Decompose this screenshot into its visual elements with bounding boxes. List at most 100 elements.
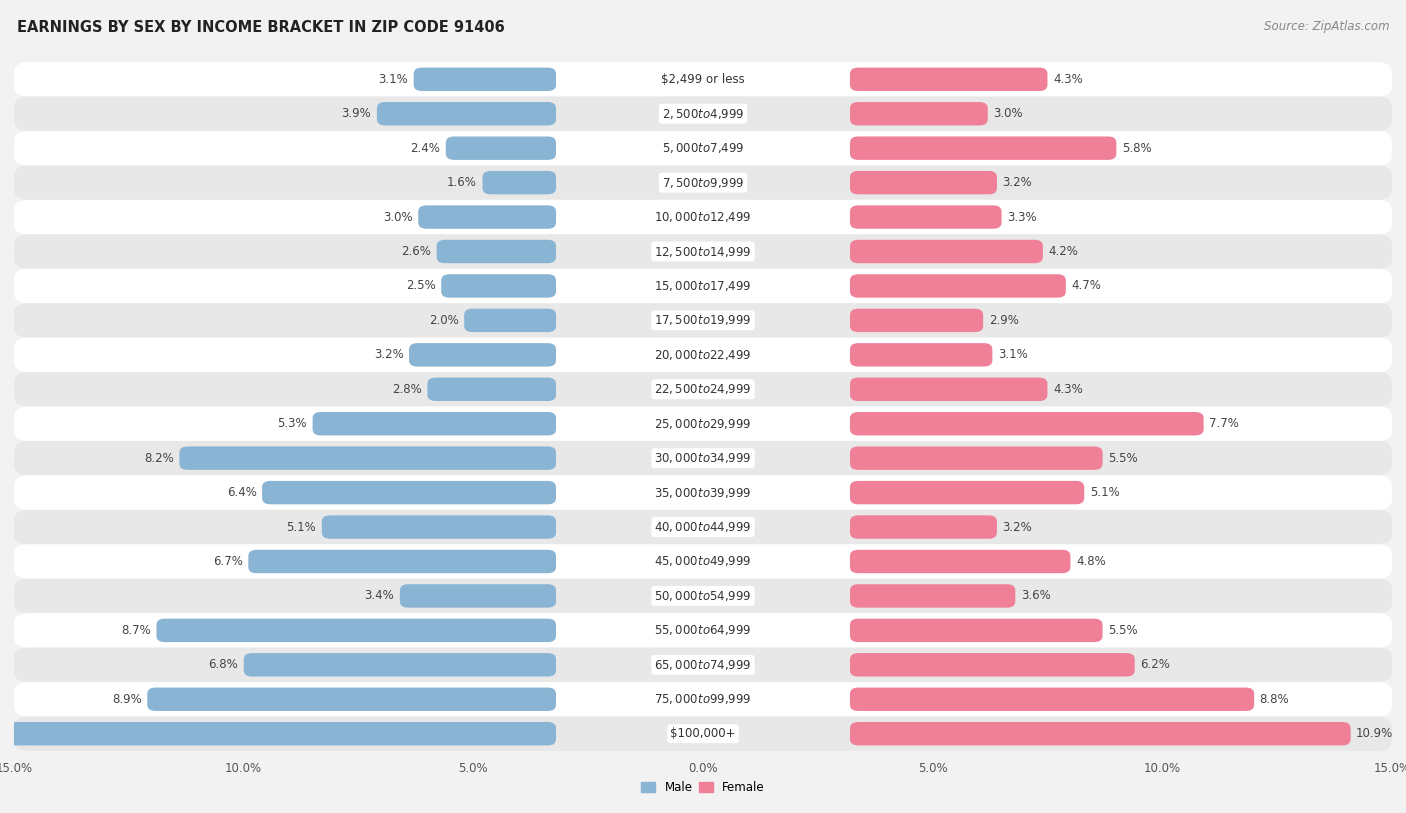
Text: $55,000 to $64,999: $55,000 to $64,999	[654, 624, 752, 637]
FancyBboxPatch shape	[262, 481, 555, 504]
Text: 5.5%: 5.5%	[1108, 624, 1137, 637]
FancyBboxPatch shape	[14, 269, 1392, 303]
Text: $40,000 to $44,999: $40,000 to $44,999	[654, 520, 752, 534]
Text: $17,500 to $19,999: $17,500 to $19,999	[654, 313, 752, 328]
Text: 8.9%: 8.9%	[112, 693, 142, 706]
FancyBboxPatch shape	[14, 200, 1392, 234]
FancyBboxPatch shape	[851, 550, 1070, 573]
FancyBboxPatch shape	[413, 67, 555, 91]
FancyBboxPatch shape	[14, 648, 1392, 682]
Text: 3.2%: 3.2%	[374, 348, 404, 361]
FancyBboxPatch shape	[14, 131, 1392, 165]
FancyBboxPatch shape	[427, 377, 555, 401]
FancyBboxPatch shape	[312, 412, 555, 436]
FancyBboxPatch shape	[851, 274, 1066, 298]
Text: $22,500 to $24,999: $22,500 to $24,999	[654, 382, 752, 396]
Text: EARNINGS BY SEX BY INCOME BRACKET IN ZIP CODE 91406: EARNINGS BY SEX BY INCOME BRACKET IN ZIP…	[17, 20, 505, 35]
FancyBboxPatch shape	[14, 406, 1392, 441]
FancyBboxPatch shape	[851, 67, 1047, 91]
Text: $2,499 or less: $2,499 or less	[661, 73, 745, 86]
Text: 4.8%: 4.8%	[1076, 555, 1105, 568]
Text: $10,000 to $12,499: $10,000 to $12,499	[654, 210, 752, 224]
Text: 5.3%: 5.3%	[277, 417, 307, 430]
Text: 3.4%: 3.4%	[364, 589, 394, 602]
Text: 6.4%: 6.4%	[226, 486, 256, 499]
FancyBboxPatch shape	[851, 481, 1084, 504]
Text: 8.2%: 8.2%	[145, 452, 174, 465]
Text: 3.0%: 3.0%	[382, 211, 413, 224]
Text: 4.3%: 4.3%	[1053, 73, 1083, 86]
FancyBboxPatch shape	[14, 62, 1392, 97]
Text: 2.0%: 2.0%	[429, 314, 458, 327]
Text: 3.2%: 3.2%	[1002, 520, 1032, 533]
Text: 2.9%: 2.9%	[988, 314, 1018, 327]
FancyBboxPatch shape	[851, 240, 1043, 263]
Text: 6.8%: 6.8%	[208, 659, 238, 672]
FancyBboxPatch shape	[446, 137, 555, 160]
FancyBboxPatch shape	[148, 688, 555, 711]
FancyBboxPatch shape	[851, 412, 1204, 436]
Text: 5.5%: 5.5%	[1108, 452, 1137, 465]
Text: $30,000 to $34,999: $30,000 to $34,999	[654, 451, 752, 465]
Text: $50,000 to $54,999: $50,000 to $54,999	[654, 589, 752, 603]
Text: 2.4%: 2.4%	[411, 141, 440, 154]
FancyBboxPatch shape	[851, 309, 983, 332]
FancyBboxPatch shape	[409, 343, 555, 367]
FancyBboxPatch shape	[14, 544, 1392, 579]
Text: $5,000 to $7,499: $5,000 to $7,499	[662, 141, 744, 155]
Text: $25,000 to $29,999: $25,000 to $29,999	[654, 417, 752, 431]
Text: 3.0%: 3.0%	[993, 107, 1024, 120]
FancyBboxPatch shape	[437, 240, 555, 263]
FancyBboxPatch shape	[377, 102, 555, 125]
Text: Source: ZipAtlas.com: Source: ZipAtlas.com	[1264, 20, 1389, 33]
FancyBboxPatch shape	[14, 303, 1392, 337]
Text: 6.7%: 6.7%	[212, 555, 243, 568]
FancyBboxPatch shape	[0, 722, 555, 746]
Text: 2.8%: 2.8%	[392, 383, 422, 396]
Text: $15,000 to $17,499: $15,000 to $17,499	[654, 279, 752, 293]
Text: $35,000 to $39,999: $35,000 to $39,999	[654, 485, 752, 500]
Text: 3.1%: 3.1%	[378, 73, 408, 86]
Text: 4.2%: 4.2%	[1049, 245, 1078, 258]
FancyBboxPatch shape	[249, 550, 555, 573]
Text: 3.9%: 3.9%	[342, 107, 371, 120]
FancyBboxPatch shape	[851, 377, 1047, 401]
FancyBboxPatch shape	[418, 206, 555, 228]
Text: 4.7%: 4.7%	[1071, 280, 1101, 293]
FancyBboxPatch shape	[851, 688, 1254, 711]
Text: 7.7%: 7.7%	[1209, 417, 1239, 430]
FancyBboxPatch shape	[851, 171, 997, 194]
Text: $20,000 to $22,499: $20,000 to $22,499	[654, 348, 752, 362]
FancyBboxPatch shape	[851, 653, 1135, 676]
FancyBboxPatch shape	[14, 510, 1392, 544]
FancyBboxPatch shape	[14, 441, 1392, 476]
FancyBboxPatch shape	[851, 343, 993, 367]
Text: $2,500 to $4,999: $2,500 to $4,999	[662, 107, 744, 121]
Text: 8.7%: 8.7%	[121, 624, 150, 637]
Text: 10.9%: 10.9%	[1357, 727, 1393, 740]
FancyBboxPatch shape	[851, 722, 1351, 746]
Text: $12,500 to $14,999: $12,500 to $14,999	[654, 245, 752, 259]
FancyBboxPatch shape	[441, 274, 555, 298]
FancyBboxPatch shape	[851, 619, 1102, 642]
FancyBboxPatch shape	[14, 476, 1392, 510]
Text: 3.2%: 3.2%	[1002, 176, 1032, 189]
Text: 5.1%: 5.1%	[287, 520, 316, 533]
FancyBboxPatch shape	[180, 446, 555, 470]
FancyBboxPatch shape	[14, 716, 1392, 751]
Text: 3.3%: 3.3%	[1007, 211, 1036, 224]
Legend: Male, Female: Male, Female	[637, 776, 769, 799]
FancyBboxPatch shape	[851, 515, 997, 539]
FancyBboxPatch shape	[851, 137, 1116, 160]
FancyBboxPatch shape	[14, 579, 1392, 613]
FancyBboxPatch shape	[851, 585, 1015, 607]
Text: $45,000 to $49,999: $45,000 to $49,999	[654, 554, 752, 568]
Text: 3.1%: 3.1%	[998, 348, 1028, 361]
Text: 1.6%: 1.6%	[447, 176, 477, 189]
Text: $65,000 to $74,999: $65,000 to $74,999	[654, 658, 752, 672]
Text: 2.6%: 2.6%	[401, 245, 432, 258]
FancyBboxPatch shape	[14, 234, 1392, 269]
Text: 2.5%: 2.5%	[406, 280, 436, 293]
FancyBboxPatch shape	[14, 165, 1392, 200]
FancyBboxPatch shape	[322, 515, 555, 539]
